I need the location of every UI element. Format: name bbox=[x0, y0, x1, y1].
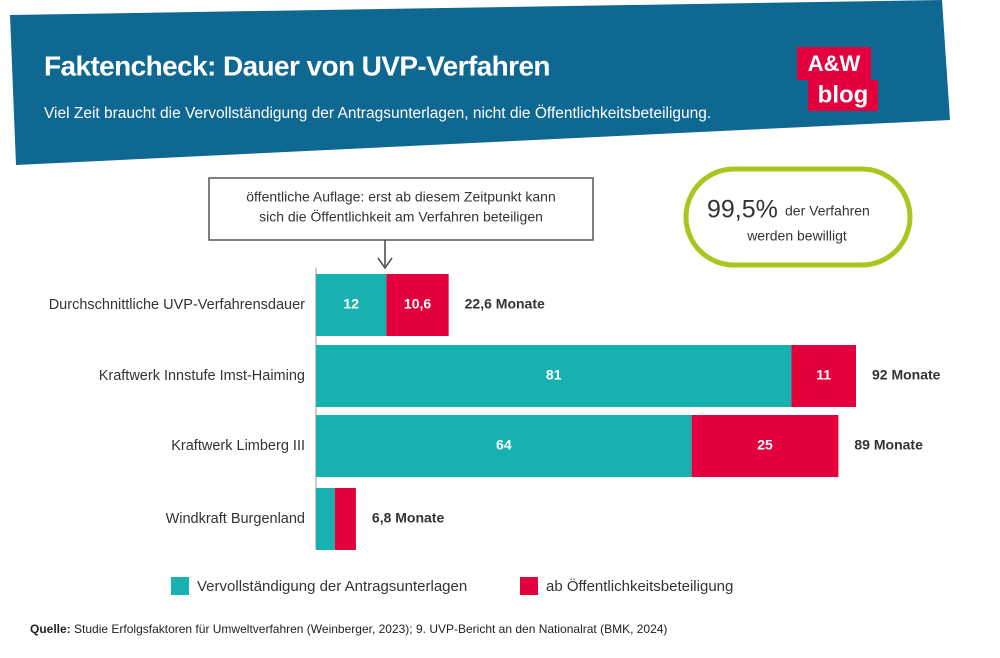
legend-swatch bbox=[520, 577, 538, 595]
bar-segment bbox=[386, 274, 449, 336]
bar-segment bbox=[316, 415, 692, 477]
bar-segment bbox=[691, 415, 839, 477]
total-label: 92 Monate bbox=[872, 367, 941, 383]
subtitle: Viel Zeit braucht die Vervollständigung … bbox=[44, 104, 711, 122]
data-label: 11 bbox=[816, 367, 831, 383]
legend-label: ab Öffentlichkeitsbeteiligung bbox=[546, 577, 733, 595]
total-label: 6,8 Monate bbox=[372, 510, 445, 526]
data-label: 12 bbox=[343, 296, 359, 312]
bar-segment bbox=[334, 488, 356, 550]
annotation-text: sich die Öffentlichkeit am Verfahren bet… bbox=[259, 208, 543, 225]
legend-swatch bbox=[171, 577, 189, 595]
category-label: Durchschnittliche UVP-Verfahrensdauer bbox=[49, 297, 305, 313]
bar-segment bbox=[316, 488, 335, 550]
logo-text: A&W bbox=[808, 51, 861, 76]
source-text: Studie Erfolgsfaktoren für Umweltverfahr… bbox=[74, 622, 667, 636]
chart-title: Faktencheck: Dauer von UVP-Verfahren bbox=[44, 50, 550, 81]
logo-box bbox=[797, 47, 871, 80]
legend-label: Vervollständigung der Antragsunterlagen bbox=[197, 578, 467, 595]
callout-big: 99,5% bbox=[707, 196, 778, 224]
annotation-box bbox=[208, 177, 594, 241]
category-label: Windkraft Burgenland bbox=[166, 511, 305, 527]
callout-text: der Verfahren bbox=[785, 203, 870, 219]
data-label: 81 bbox=[546, 367, 562, 383]
bar-segment bbox=[316, 274, 387, 336]
source-label: Quelle: bbox=[30, 622, 71, 636]
logo-text: blog bbox=[818, 81, 869, 108]
logo-box bbox=[808, 80, 878, 111]
total-label: 89 Monate bbox=[854, 437, 923, 453]
category-label: Kraftwerk Limberg III bbox=[171, 438, 305, 454]
annotation-arrowhead bbox=[377, 257, 393, 270]
annotation-text: öffentliche Auflage: erst ab diesem Zeit… bbox=[246, 189, 556, 205]
bar-segment bbox=[316, 345, 792, 407]
callout-text: werden bewilligt bbox=[746, 228, 847, 244]
total-label: 22,6 Monate bbox=[465, 296, 545, 312]
data-label: 25 bbox=[757, 437, 773, 453]
bar-segment bbox=[791, 345, 856, 407]
source: Quelle: Studie Erfolgsfaktoren für Umwel… bbox=[30, 622, 667, 636]
data-label: 64 bbox=[496, 437, 512, 453]
callout-box bbox=[683, 166, 913, 268]
category-label: Kraftwerk Innstufe Imst-Haiming bbox=[99, 368, 305, 384]
header-band bbox=[10, 0, 950, 165]
data-label: 10,6 bbox=[404, 296, 431, 312]
